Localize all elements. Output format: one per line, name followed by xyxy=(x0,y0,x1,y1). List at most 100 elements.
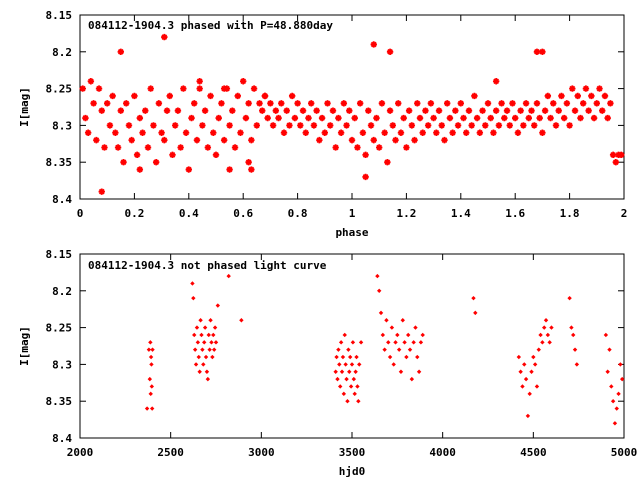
data-point xyxy=(533,48,541,55)
data-point xyxy=(139,129,146,136)
data-point xyxy=(346,347,351,352)
data-point xyxy=(473,114,481,122)
data-point xyxy=(547,114,554,122)
data-point xyxy=(226,122,233,129)
data-point xyxy=(84,129,92,136)
data-point xyxy=(226,166,233,173)
data-point xyxy=(376,144,383,151)
data-point xyxy=(588,92,595,100)
data-point xyxy=(87,78,95,85)
data-point xyxy=(391,362,396,367)
data-point xyxy=(191,100,198,107)
data-point xyxy=(547,340,552,345)
data-point xyxy=(302,129,309,136)
data-point xyxy=(435,107,443,114)
x-tick-label: 2000 xyxy=(67,446,94,459)
data-point xyxy=(405,107,413,114)
data-point xyxy=(619,376,625,382)
data-points xyxy=(144,273,625,426)
data-point xyxy=(202,325,208,330)
data-point xyxy=(550,100,557,107)
data-point xyxy=(79,85,86,92)
data-point xyxy=(352,391,357,397)
data-point xyxy=(209,340,214,345)
data-point xyxy=(308,100,315,107)
data-point xyxy=(267,100,274,107)
data-point xyxy=(543,318,549,323)
data-point xyxy=(120,159,127,166)
data-point xyxy=(433,129,440,136)
data-point xyxy=(193,362,199,367)
data-point xyxy=(542,325,547,330)
data-point xyxy=(525,114,532,122)
data-point xyxy=(387,354,393,360)
data-point xyxy=(409,376,415,382)
data-point xyxy=(342,332,347,338)
unphased-light-curve-panel: 084112-1904.3 not phased light curve hjd… xyxy=(18,248,637,478)
data-point xyxy=(213,340,219,345)
data-point xyxy=(400,114,407,122)
y-tick-label: 8.35 xyxy=(46,156,73,169)
y-tick-label: 8.4 xyxy=(52,193,72,206)
data-point xyxy=(605,369,610,374)
data-point xyxy=(555,107,562,114)
data-point xyxy=(351,376,357,382)
data-point xyxy=(523,376,529,382)
data-point xyxy=(299,107,307,114)
data-point xyxy=(356,100,364,107)
data-point xyxy=(471,92,478,100)
data-point xyxy=(347,354,353,360)
data-point xyxy=(147,85,154,92)
data-point xyxy=(528,107,535,114)
data-point xyxy=(348,136,356,144)
data-point xyxy=(449,129,456,136)
data-point xyxy=(161,33,168,41)
data-point xyxy=(415,354,420,360)
data-point xyxy=(358,340,364,345)
data-point xyxy=(335,114,342,122)
x-axis-label: hjd0 xyxy=(339,465,366,478)
data-point xyxy=(272,107,280,114)
x-tick-label: 4000 xyxy=(429,446,456,459)
data-point xyxy=(545,332,551,338)
data-point xyxy=(180,85,187,92)
data-point xyxy=(420,332,425,338)
data-point xyxy=(386,48,394,55)
data-point xyxy=(386,107,394,114)
data-point xyxy=(381,129,388,136)
data-point xyxy=(618,362,623,367)
data-point xyxy=(343,362,348,367)
data-point xyxy=(212,151,220,159)
data-point xyxy=(347,369,352,374)
data-point xyxy=(353,369,358,374)
data-point xyxy=(95,85,103,92)
data-point xyxy=(291,114,299,122)
data-point xyxy=(240,78,247,85)
data-point xyxy=(444,100,451,107)
phased-light-curve-panel: 084112-1904.3 phased with P=48.880day ph… xyxy=(18,9,627,239)
data-point xyxy=(378,100,386,107)
data-point xyxy=(577,114,584,122)
data-point xyxy=(380,332,386,338)
data-point xyxy=(607,100,614,107)
plot-frame xyxy=(79,253,625,439)
data-point xyxy=(333,369,338,374)
data-point xyxy=(166,92,173,100)
data-point xyxy=(197,369,202,374)
x-tick-label: 1.8 xyxy=(560,207,580,220)
data-point xyxy=(313,107,320,114)
data-point xyxy=(580,100,587,107)
x-tick-label: 5000 xyxy=(611,446,638,459)
data-point xyxy=(239,318,244,323)
data-point xyxy=(338,384,343,389)
data-point xyxy=(370,41,377,48)
data-point xyxy=(362,173,369,181)
data-point xyxy=(382,347,387,352)
data-point xyxy=(112,129,119,136)
data-point xyxy=(574,362,580,367)
x-tick-label: 0.2 xyxy=(124,207,144,220)
data-point xyxy=(536,114,543,122)
data-point xyxy=(506,122,513,129)
data-point xyxy=(220,136,228,144)
data-point xyxy=(196,78,203,85)
